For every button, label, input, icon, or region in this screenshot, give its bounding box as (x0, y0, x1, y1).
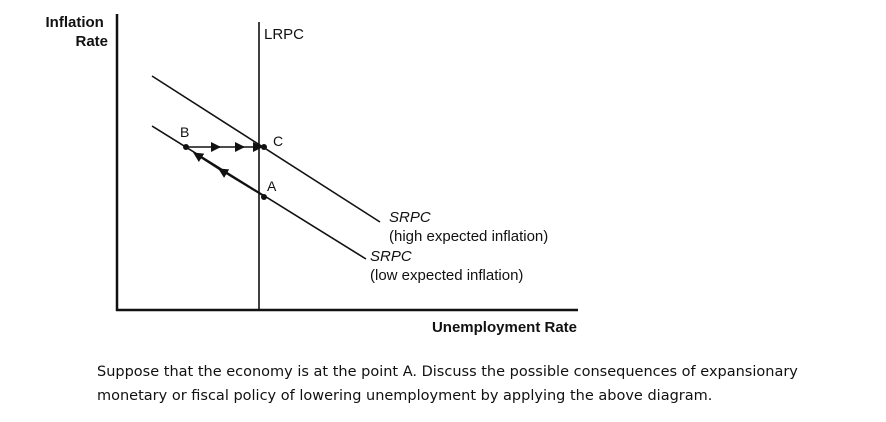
lrpc-label: LRPC (264, 26, 304, 43)
point-b-dot (183, 144, 189, 150)
srpc-low-label: SRPC (low expected inflation) (370, 248, 523, 284)
point-c-label: C (273, 133, 283, 149)
point-a-dot (261, 194, 267, 200)
x-axis-title: Unemployment Rate (432, 319, 577, 336)
point-a-label: A (267, 178, 277, 194)
srpc-high-label: SRPC (high expected inflation) (389, 209, 548, 245)
y-axis-title: Inflation Rate (46, 14, 109, 50)
arrow-a-to-mid (218, 168, 263, 196)
arrow-mid-to-b (193, 152, 223, 172)
point-c-dot (261, 144, 267, 150)
point-b-label: B (180, 124, 189, 140)
question-text: Suppose that the economy is at the point… (97, 364, 798, 404)
phillips-curve-diagram: Inflation Rate Unemployment Rate LRPC SR… (46, 14, 578, 336)
